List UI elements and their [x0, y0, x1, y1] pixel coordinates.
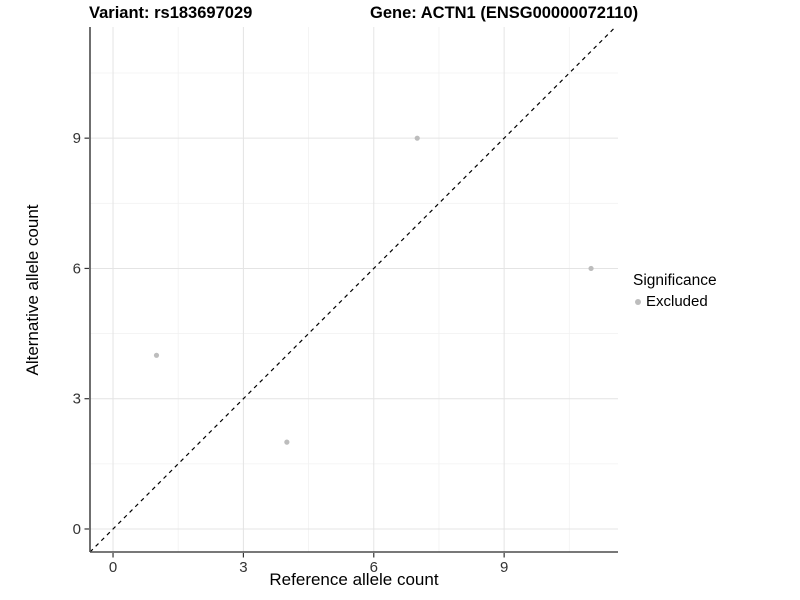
x-tick-label: 9	[500, 559, 508, 576]
legend-item-excluded: Excluded	[635, 293, 717, 310]
data-point	[153, 352, 160, 358]
x-tick-label: 6	[370, 559, 378, 576]
x-tick-label: 0	[109, 559, 117, 576]
plot-title-variant: Variant: rs183697029	[89, 4, 253, 22]
identity-dashed-line	[89, 26, 616, 553]
y-tick-label: 9	[73, 130, 81, 147]
legend: Significance Excluded	[633, 272, 717, 310]
y-axis-title: Alternative allele count	[23, 204, 42, 376]
x-tick-label: 3	[239, 559, 247, 576]
legend-title: Significance	[633, 272, 717, 289]
legend-item-label: Excluded	[646, 293, 708, 310]
x-axis-title: Reference allele count	[269, 570, 439, 589]
data-point	[588, 265, 594, 272]
y-tick-label: 6	[73, 260, 81, 277]
y-tick-label: 0	[73, 521, 81, 538]
excluded-point-swatch	[635, 298, 641, 305]
plot-title-gene: Gene: ACTN1 (ENSG00000072110)	[370, 4, 639, 22]
y-tick-label: 3	[73, 391, 81, 408]
data-point	[284, 439, 290, 445]
data-point	[414, 135, 420, 141]
